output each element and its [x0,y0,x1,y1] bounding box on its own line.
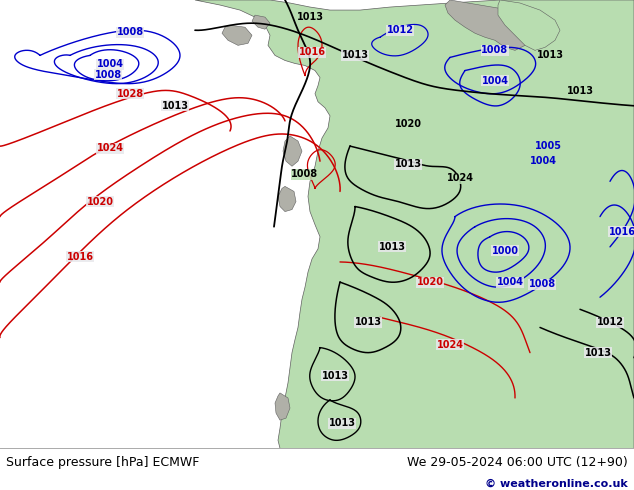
Text: © weatheronline.co.uk: © weatheronline.co.uk [485,479,628,489]
Text: 1004: 1004 [529,156,557,166]
Text: We 29-05-2024 06:00 UTC (12+90): We 29-05-2024 06:00 UTC (12+90) [407,456,628,469]
Text: 1020: 1020 [417,277,444,287]
Text: 1020: 1020 [394,119,422,129]
Polygon shape [445,0,540,50]
Text: 1013: 1013 [354,318,382,327]
Text: 1004: 1004 [496,277,524,287]
Text: Surface pressure [hPa] ECMWF: Surface pressure [hPa] ECMWF [6,456,200,469]
Polygon shape [498,0,560,50]
Polygon shape [278,186,296,212]
Text: 1024: 1024 [446,173,474,183]
Text: 1016: 1016 [67,252,93,262]
Text: 1013: 1013 [342,50,368,60]
Text: 1013: 1013 [162,101,188,111]
Text: 1013: 1013 [536,50,564,60]
Text: 1000: 1000 [491,246,519,256]
Text: 1024: 1024 [96,143,124,153]
Text: 1016: 1016 [299,48,325,57]
Text: 1012: 1012 [597,318,623,327]
Text: 1020: 1020 [86,196,113,206]
Text: 1012: 1012 [387,25,413,35]
Text: 1016: 1016 [609,227,634,237]
Text: 1013: 1013 [394,159,422,169]
Polygon shape [195,0,634,448]
Text: 1005: 1005 [534,141,562,151]
Text: 1008: 1008 [481,46,508,55]
Polygon shape [222,25,252,46]
Text: 1008: 1008 [94,70,122,79]
Text: 1028: 1028 [117,89,143,98]
Polygon shape [252,15,270,29]
Text: 1004: 1004 [96,59,124,70]
Text: 1024: 1024 [436,340,463,349]
Polygon shape [283,136,302,166]
Text: 1013: 1013 [585,347,612,358]
Text: 1013: 1013 [567,86,593,96]
Text: 1013: 1013 [328,418,356,428]
Text: 1013: 1013 [378,242,406,252]
Text: 1013: 1013 [321,371,349,381]
Text: 1013: 1013 [297,12,323,22]
Polygon shape [275,393,290,420]
Text: 1008: 1008 [117,27,143,37]
Text: 1008: 1008 [528,279,555,289]
Text: 1004: 1004 [481,75,508,86]
Text: 1008: 1008 [292,170,318,179]
